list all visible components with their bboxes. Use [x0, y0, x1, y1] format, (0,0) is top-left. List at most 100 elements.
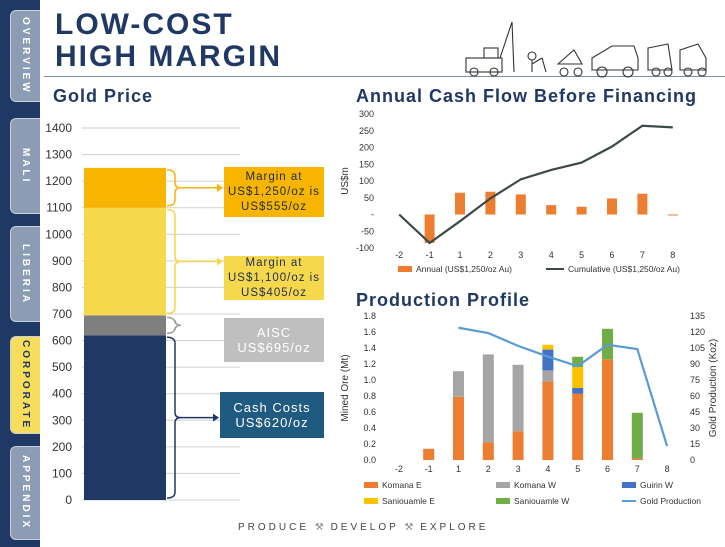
tab-mali-label: MALI	[20, 147, 31, 185]
y2-tick-label: 105	[690, 343, 705, 353]
y2-tick-label: 90	[690, 359, 700, 369]
x-tick-label: 4	[545, 464, 550, 474]
x-tick-label: -1	[425, 464, 433, 474]
production-bar-segment	[453, 371, 464, 397]
production-bar-segment	[482, 442, 494, 460]
x-tick-label: 8	[665, 464, 670, 474]
bar-segment	[84, 207, 166, 316]
y-tick-label: 300	[52, 413, 72, 427]
tab-liberia-label: LIBERIA	[20, 243, 31, 305]
legend-swatch	[398, 266, 412, 272]
gold-price-title: Gold Price	[53, 86, 154, 106]
footer-tagline: PRODUCE ⚒ DEVELOP ⚒ EXPLORE	[238, 522, 488, 533]
production-bar-segment	[542, 349, 554, 371]
legend-label: Cumulative (US$1,250/oz Au)	[568, 264, 680, 274]
y2-axis-label: Gold Production (Koz)	[708, 339, 719, 437]
legend-label: Komana E	[382, 480, 422, 490]
cash-flow-bar	[455, 192, 465, 215]
legend-label: Saniouamle E	[382, 496, 435, 506]
y-tick-label: 400	[52, 387, 72, 401]
bar-segment	[84, 315, 166, 336]
y-tick-label: 100	[52, 466, 72, 480]
y-tick-label: 300	[359, 109, 374, 119]
x-tick-label: 8	[670, 250, 675, 260]
gold-production-line	[458, 326, 669, 447]
x-tick-label: 2	[488, 250, 493, 260]
y2-tick-label: 15	[690, 439, 700, 449]
x-tick-label: 7	[640, 250, 645, 260]
gold-price-chart: 0 100 200 300 400 500 600 700 800 900 1000 1100 1200…	[45, 121, 240, 507]
y-tick-label: -100	[356, 243, 374, 253]
x-tick-label: 3	[518, 250, 523, 260]
y-tick-label: 900	[52, 254, 72, 268]
y-tick-label: 50	[364, 193, 374, 203]
production-bar-segment	[572, 388, 584, 394]
mining-equipment-icon	[465, 21, 707, 78]
cash-costs-callout: Cash Costs US$620/oz	[220, 392, 324, 438]
y-tick-label: 700	[52, 307, 72, 321]
brace	[166, 169, 182, 207]
y-tick-label: 600	[52, 334, 72, 348]
title-divider	[44, 76, 725, 77]
page-title-line2: HIGH MARGIN	[55, 40, 282, 73]
y2-tick-label: 135	[690, 311, 705, 321]
y-tick-label: 1.6	[363, 327, 376, 337]
y-tick-label: 1.4	[363, 343, 376, 353]
y-tick-label: 200	[52, 440, 72, 454]
production-bar-segment	[572, 367, 584, 388]
x-tick-label: -1	[426, 250, 434, 260]
legend-swatch	[364, 482, 378, 488]
legend-label: Gold Production	[640, 496, 701, 506]
x-tick-label: 1	[456, 464, 461, 474]
y-tick-label: -	[371, 210, 374, 220]
brace	[166, 208, 182, 315]
y-tick-label: 0.4	[363, 423, 376, 433]
x-tick-label: 5	[575, 464, 580, 474]
y-tick-label: 0.6	[363, 407, 376, 417]
x-tick-label: 5	[579, 250, 584, 260]
tab-liberia[interactable]: LIBERIA	[10, 226, 40, 322]
sidebar-nav: OVERVIEW MALI LIBERIA CORPORATE APPENDIX	[0, 0, 40, 547]
y-axis-label: US$m	[340, 167, 351, 195]
x-tick-label: 1	[457, 250, 462, 260]
production-bar-segment	[423, 448, 435, 460]
y-tick-label: 150	[359, 159, 374, 169]
x-tick-label: -2	[395, 464, 403, 474]
legend-label: Komana W	[514, 480, 556, 490]
tab-appendix[interactable]: APPENDIX	[10, 446, 40, 540]
production-bar-segment	[572, 393, 584, 460]
y-tick-label: 1.0	[363, 375, 376, 385]
y-tick-label: 0.0	[363, 455, 376, 465]
production-chart: Mined Ore (Mt) Gold Production (Koz) 0.0 0.…	[340, 311, 719, 506]
legend-swatch	[496, 482, 510, 488]
production-bar-segment	[453, 396, 464, 460]
cash-flow-bar	[515, 194, 526, 215]
pickaxe-icon: ⚒	[314, 522, 327, 533]
x-tick-label: 3	[516, 464, 521, 474]
y2-tick-label: 0	[690, 455, 695, 465]
brace-arrowhead	[217, 257, 223, 266]
production-bar-segment	[512, 364, 524, 432]
margin-1100-callout: Margin at US$1,100/oz is US$405/oz	[224, 256, 324, 300]
y-tick-label: 1100	[46, 201, 72, 215]
cash-flow-title: Annual Cash Flow Before Financing	[356, 86, 698, 106]
x-tick-label: 6	[605, 464, 610, 474]
y2-tick-label: 60	[690, 391, 700, 401]
y-tick-label: 250	[359, 126, 374, 136]
footer-produce: PRODUCE	[238, 522, 310, 533]
tab-mali[interactable]: MALI	[10, 118, 40, 214]
y-tick-label: 1400	[45, 121, 72, 135]
x-tick-label: 4	[549, 250, 554, 260]
tab-corporate[interactable]: CORPORATE	[10, 336, 40, 434]
x-tick-label: -2	[395, 250, 403, 260]
legend-label: Annual (US$1,250/oz Au)	[416, 264, 512, 274]
gold-price-braces	[166, 169, 223, 499]
tab-overview[interactable]: OVERVIEW	[10, 10, 40, 102]
production-bar-segment	[542, 370, 554, 382]
y-tick-label: 500	[52, 360, 72, 374]
y-tick-label: 1.2	[363, 359, 376, 369]
y-tick-label: -50	[361, 226, 374, 236]
cash-flow-bar	[607, 198, 617, 215]
bar-segment	[84, 167, 166, 208]
